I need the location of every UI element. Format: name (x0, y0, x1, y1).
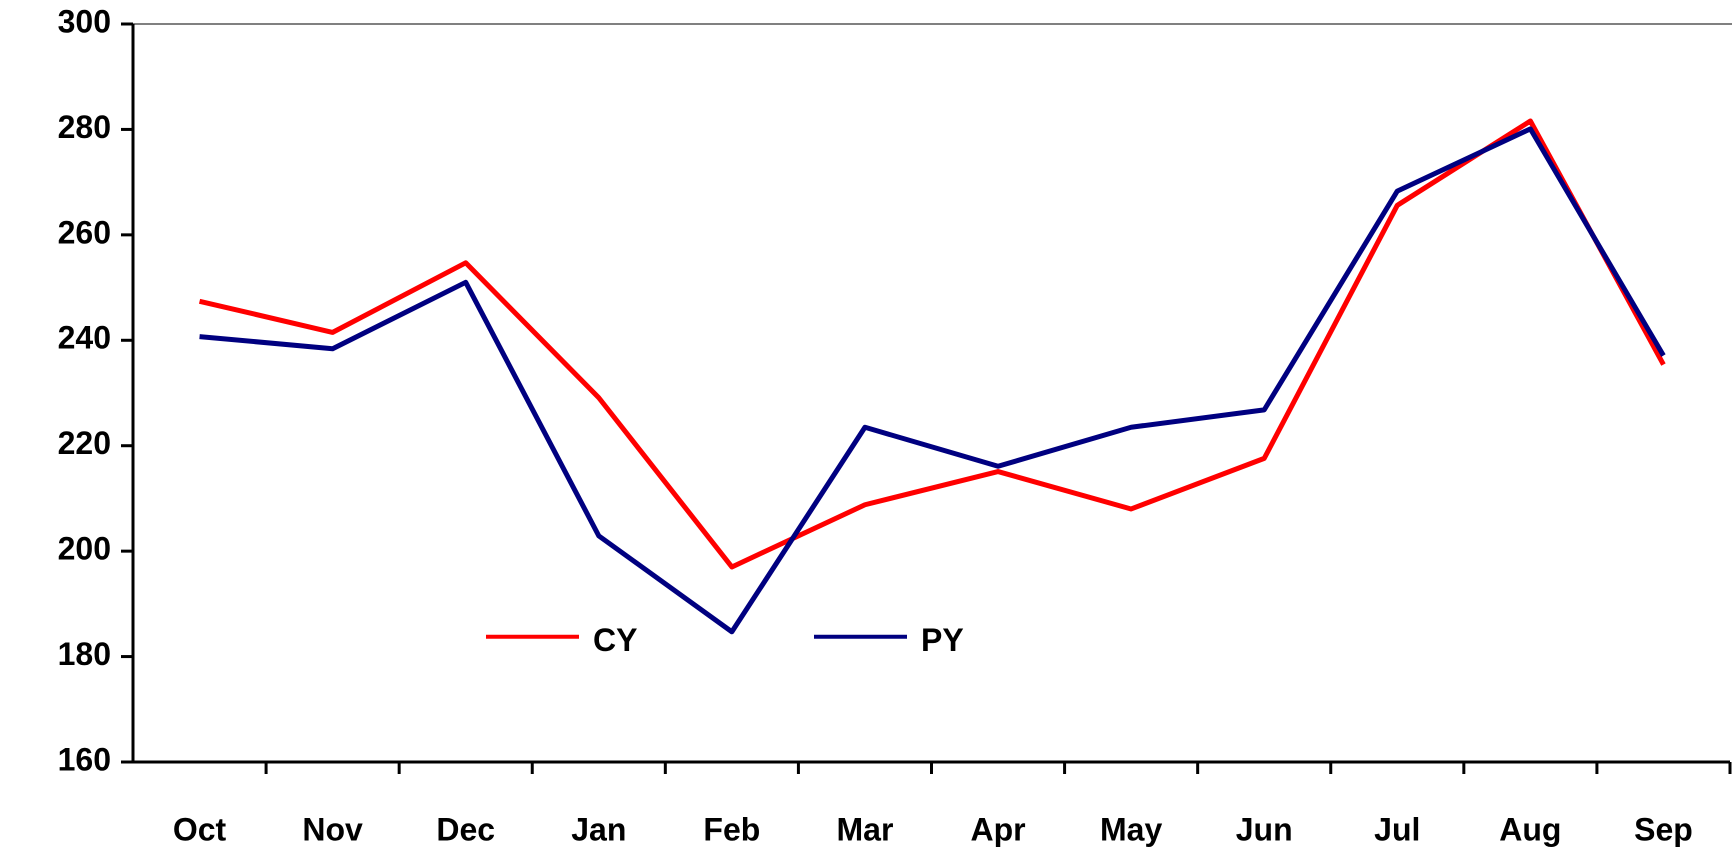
line-series (199, 126, 1666, 635)
x-tick-label: Oct (173, 811, 227, 847)
x-tick-label: May (1100, 811, 1162, 847)
y-tick-label: 260 (58, 214, 111, 250)
y-tick-label: 220 (58, 425, 111, 461)
x-tick-label: Aug (1499, 811, 1561, 847)
y-tick-label: 160 (58, 741, 111, 777)
y-tick-label: 280 (58, 109, 111, 145)
y-tick-label: 240 (58, 320, 111, 356)
line-series (198, 118, 1666, 570)
x-tick-label: Nov (302, 811, 363, 847)
x-tick-label: Jan (571, 811, 626, 847)
x-tick-label: Sep (1634, 811, 1693, 847)
y-tick-label: 180 (58, 636, 111, 672)
legend-label: CY (593, 622, 637, 658)
x-tick-label: Jun (1236, 811, 1293, 847)
x-tick-label: Dec (436, 811, 495, 847)
y-tick-label: 300 (58, 3, 111, 39)
y-tick-label: 200 (58, 531, 111, 567)
x-tick-label: Feb (703, 811, 760, 847)
x-tick-label: Jul (1374, 811, 1420, 847)
x-tick-label: Apr (970, 811, 1025, 847)
x-tick-label: Mar (837, 811, 894, 847)
legend-label: PY (921, 622, 964, 658)
